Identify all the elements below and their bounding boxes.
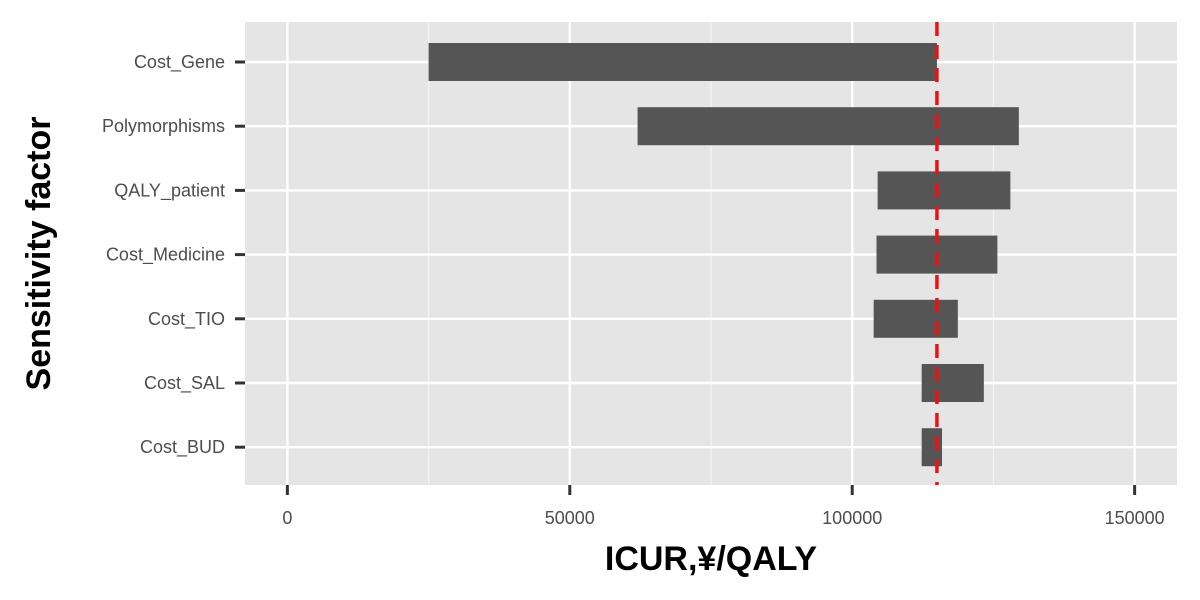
y-axis-title: Sensitivity factor	[20, 117, 58, 391]
x-tick-label: 0	[282, 508, 292, 528]
y-tick-label: Cost_TIO	[148, 309, 225, 330]
y-tick-label: Cost_SAL	[144, 373, 225, 394]
bar-cost-sal	[921, 364, 984, 402]
x-tick-label: 50000	[545, 508, 595, 528]
bar-qaly-patient	[877, 171, 1011, 210]
x-tick-label: 150000	[1105, 508, 1165, 528]
major-gridlines	[245, 22, 1177, 485]
y-tick-label: Cost_Medicine	[106, 245, 225, 266]
y-tick-label: Polymorphisms	[102, 116, 225, 136]
x-tick-label: 100000	[822, 508, 882, 528]
y-tick-label: Cost_Gene	[134, 52, 225, 73]
x-axis-title: ICUR,¥/QALY	[605, 540, 818, 578]
x-axis: 0 50000 100000 150000	[282, 485, 1165, 528]
bar-cost-bud	[921, 428, 943, 467]
bar-cost-tio	[873, 299, 958, 338]
bars	[428, 43, 1019, 467]
y-axis: Cost_Gene Polymorphisms QALY_patient Cost_M…	[102, 52, 245, 458]
y-tick-label: Cost_BUD	[140, 437, 225, 458]
bar-polymorphisms	[637, 107, 1019, 146]
y-tick-label: QALY_patient	[114, 180, 225, 201]
bar-cost-gene	[428, 43, 937, 81]
